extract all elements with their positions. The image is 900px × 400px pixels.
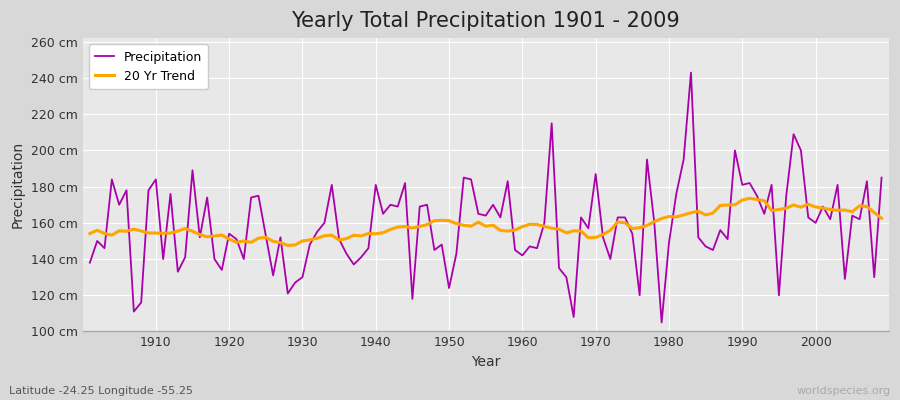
- Precipitation: [877, 175, 887, 180]
- Precipitation: [85, 260, 95, 265]
- 20 Yr Trend: [356, 234, 366, 238]
- Text: worldspecies.org: worldspecies.org: [796, 386, 891, 396]
- Precipitation: [509, 248, 520, 252]
- Precipitation: [686, 70, 697, 75]
- Title: Yearly Total Precipitation 1901 - 2009: Yearly Total Precipitation 1901 - 2009: [292, 11, 680, 31]
- X-axis label: Year: Year: [471, 355, 500, 369]
- Precipitation: [656, 320, 667, 325]
- Precipitation: [143, 188, 154, 193]
- Precipitation: [605, 257, 616, 262]
- 20 Yr Trend: [525, 222, 535, 227]
- Precipitation: [304, 242, 315, 247]
- 20 Yr Trend: [517, 224, 527, 229]
- 20 Yr Trend: [612, 220, 623, 224]
- 20 Yr Trend: [85, 231, 95, 236]
- 20 Yr Trend: [283, 243, 293, 248]
- Line: 20 Yr Trend: 20 Yr Trend: [90, 198, 882, 246]
- Y-axis label: Precipitation: Precipitation: [11, 141, 25, 228]
- Line: Precipitation: Precipitation: [90, 73, 882, 322]
- 20 Yr Trend: [877, 216, 887, 221]
- Precipitation: [517, 253, 527, 258]
- Precipitation: [348, 262, 359, 267]
- Text: Latitude -24.25 Longitude -55.25: Latitude -24.25 Longitude -55.25: [9, 386, 193, 396]
- 20 Yr Trend: [311, 236, 322, 241]
- 20 Yr Trend: [143, 230, 154, 235]
- 20 Yr Trend: [744, 196, 755, 201]
- Legend: Precipitation, 20 Yr Trend: Precipitation, 20 Yr Trend: [89, 44, 208, 89]
